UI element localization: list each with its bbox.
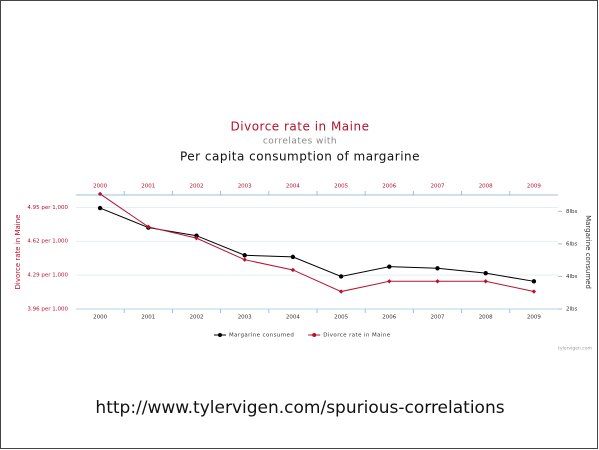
- legend-label: Margarine consumed: [229, 333, 294, 339]
- x-tick-label: 2007: [431, 315, 445, 321]
- x-tick-label-top: 2009: [527, 184, 541, 190]
- point: [194, 233, 199, 238]
- legend-marker: [218, 333, 222, 337]
- point: [531, 279, 537, 284]
- x-tick-label-top: 2007: [431, 184, 445, 190]
- y-tick-label: 4.62 per 1,000: [27, 239, 68, 245]
- x-tick-label: 2005: [334, 315, 348, 321]
- point: [338, 289, 344, 294]
- x-tick-label: 2002: [190, 315, 204, 321]
- x-tick-label: 2008: [479, 315, 493, 321]
- x-tick-label-top: 2006: [382, 184, 396, 190]
- point: [387, 264, 392, 269]
- x-tick-label: 2003: [238, 315, 252, 321]
- point: [194, 235, 199, 241]
- chart-title: Divorce rate in Maine: [231, 120, 370, 134]
- point: [242, 257, 247, 262]
- point: [483, 270, 488, 276]
- y2-tick-label: 8lbs: [566, 209, 578, 215]
- x-tick-label-top: 2003: [238, 184, 252, 190]
- x-tick-label-top: 2002: [190, 184, 204, 190]
- point: [531, 289, 537, 294]
- legend-marker: [312, 333, 317, 337]
- x-tick-label: 2000: [93, 315, 107, 321]
- point: [435, 279, 440, 284]
- footer-url: http://www.tylervigen.com/spurious-corre…: [95, 398, 504, 418]
- chart-subtitle: correlates with: [263, 137, 337, 147]
- y2-tick-label: 4lbs: [566, 274, 578, 280]
- point: [483, 279, 488, 284]
- series-line: [99, 193, 535, 293]
- point: [242, 253, 247, 258]
- point: [97, 205, 103, 211]
- x-tick-label-top: 2008: [479, 184, 493, 190]
- x-tick-label-top: 2001: [141, 184, 155, 190]
- point: [435, 266, 440, 271]
- credit: tylervigen.com: [558, 346, 592, 352]
- legend-label: Divorce rate in Maine: [323, 333, 390, 339]
- y-tick-label: 4.95 per 1,000: [27, 205, 68, 211]
- y-axis-label: Divorce rate in Maine: [14, 215, 22, 290]
- x-tick-label: 2001: [141, 315, 155, 321]
- y2-tick-label: 6lbs: [566, 241, 578, 247]
- point: [290, 267, 296, 273]
- point: [387, 279, 392, 284]
- y2-axis-label: Margarine consumed: [584, 215, 592, 289]
- x-tick-label-top: 2005: [334, 184, 348, 190]
- point: [97, 191, 103, 197]
- chart-title-2: Per capita consumption of margarine: [180, 150, 420, 164]
- y-tick-label: 4.29 per 1,000: [27, 273, 68, 279]
- point: [290, 254, 296, 260]
- y2-tick-label: 2lbs: [566, 307, 578, 313]
- x-tick-label-top: 2000: [93, 184, 107, 190]
- point: [338, 274, 344, 279]
- x-tick-label: 2009: [527, 315, 541, 321]
- y-tick-label: 3.96 per 1,000: [27, 307, 68, 313]
- x-tick-label: 2006: [382, 315, 396, 321]
- x-tick-label-top: 2004: [286, 184, 300, 190]
- series-line: [99, 207, 534, 282]
- x-tick-label: 2004: [286, 315, 300, 321]
- point: [146, 224, 151, 230]
